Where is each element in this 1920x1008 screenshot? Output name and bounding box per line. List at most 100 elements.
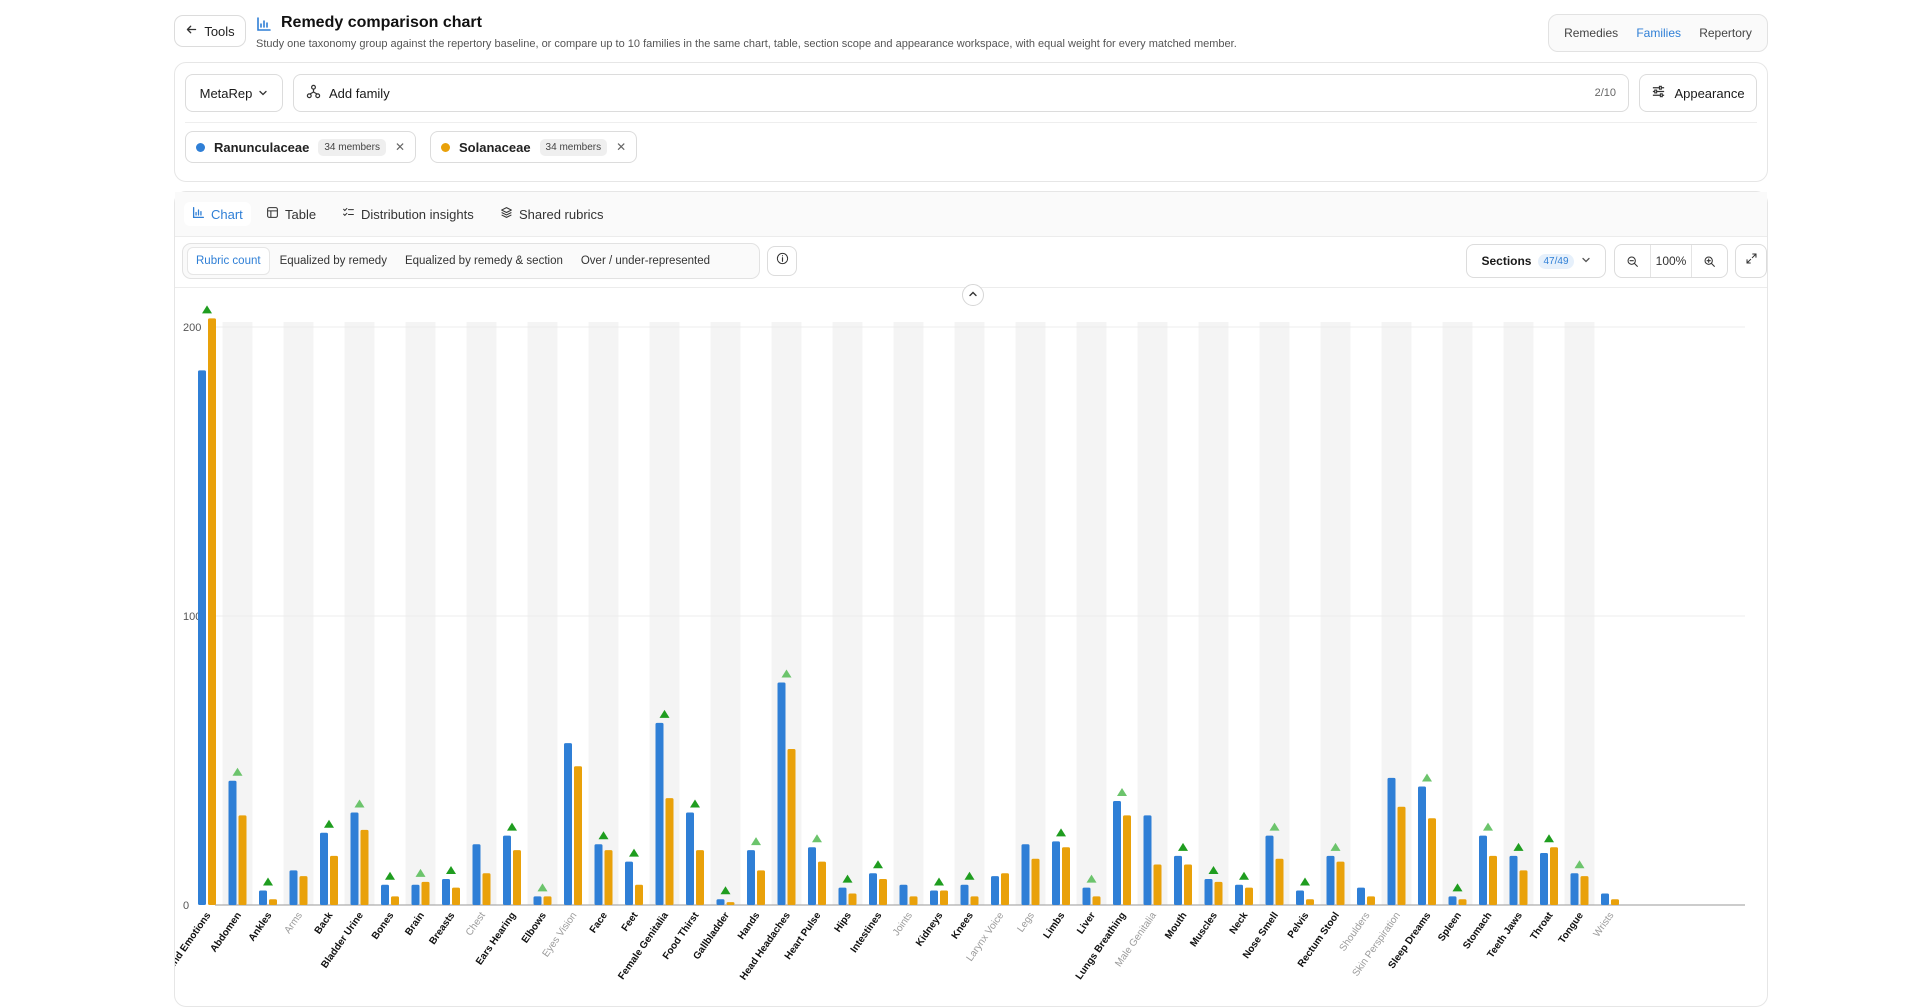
bar-solanaceae: [726, 902, 735, 905]
bar-solanaceae: [1001, 873, 1009, 905]
bar-ranunculaceae: [747, 850, 755, 905]
tab-distribution-insights[interactable]: Distribution insights: [342, 202, 474, 226]
bar-ranunculaceae: [716, 899, 725, 905]
table-icon: [266, 206, 279, 222]
bar-ranunculaceae: [1265, 835, 1274, 905]
x-category-label: Knees: [950, 910, 976, 941]
collapse-controls-button[interactable]: [962, 284, 984, 306]
tab-shared-rubrics-label: Shared rubrics: [519, 206, 604, 222]
bar-ranunculaceae: [411, 884, 420, 905]
expand-icon: [1745, 252, 1758, 270]
over-represented-marker: [1422, 773, 1432, 782]
tab-repertory[interactable]: Repertory: [1699, 26, 1752, 40]
sections-dropdown[interactable]: Sections 47/49: [1466, 244, 1606, 278]
metric-equalized-by-remedy[interactable]: Equalized by remedy: [279, 255, 387, 267]
bar-ranunculaceae: [1021, 844, 1030, 905]
x-category-label: Elbows: [520, 910, 549, 945]
tab-chart[interactable]: Chart: [184, 202, 251, 226]
bar-solanaceae: [1153, 864, 1162, 905]
category-band: [710, 322, 741, 905]
series-color-dot: [196, 142, 205, 152]
chevron-up-icon: [968, 286, 978, 304]
bar-ranunculaceae: [1296, 890, 1304, 905]
chevron-down-icon: [1581, 254, 1591, 268]
list-check-icon: [342, 206, 355, 222]
bar-solanaceae: [696, 850, 704, 905]
back-label: Tools: [204, 23, 235, 39]
tab-remedies[interactable]: Remedies: [1564, 26, 1619, 40]
metric-rubric-count[interactable]: Rubric count: [187, 247, 270, 275]
tab-table[interactable]: Table: [266, 202, 316, 226]
x-category-label: Spleen: [1436, 910, 1464, 943]
bar-solanaceae: [1275, 858, 1284, 905]
over-represented-marker: [232, 767, 243, 776]
bar-solanaceae: [1245, 887, 1253, 905]
x-category-label: Wrists: [1592, 910, 1617, 939]
bar-solanaceae: [1306, 899, 1314, 905]
bar-ranunculaceae: [1174, 855, 1182, 905]
remove-family-icon[interactable]: ✕: [616, 140, 627, 154]
bar-solanaceae: [299, 876, 308, 905]
family-count: 2/10: [1594, 87, 1616, 99]
family-chip-solanaceae[interactable]: Solanaceae 34 members ✕: [430, 131, 638, 163]
bar-solanaceae: [1458, 899, 1467, 905]
bar-ranunculaceae: [320, 832, 328, 905]
metric-equalized-by-remedy-section[interactable]: Equalized by remedy & section: [404, 255, 563, 267]
back-to-tools-button[interactable]: Tools: [174, 15, 246, 47]
over-represented-marker: [354, 799, 365, 808]
bar-solanaceae: [757, 870, 765, 905]
x-category-label: Arms: [283, 910, 305, 935]
view-tabs-bar: [175, 192, 1767, 237]
appearance-button[interactable]: Appearance: [1639, 74, 1757, 112]
bar-solanaceae: [1031, 858, 1040, 905]
page-title: Remedy comparison chart: [281, 14, 482, 31]
family-tree-icon: [306, 84, 321, 102]
x-category-label: Legs: [1016, 910, 1037, 934]
x-category-label: Kidneys: [914, 910, 946, 949]
panel-divider: [185, 122, 1757, 123]
bar-ranunculaceae: [930, 890, 938, 905]
bar-solanaceae: [421, 881, 430, 905]
bar-solanaceae: [1184, 864, 1192, 905]
bar-solanaceae: [543, 896, 552, 905]
over-represented-marker: [1086, 874, 1097, 883]
bar-ranunculaceae: [259, 890, 267, 905]
tab-shared-rubrics[interactable]: Shared rubrics: [500, 202, 604, 226]
bar-solanaceae: [1092, 896, 1101, 905]
info-button[interactable]: [767, 246, 797, 276]
x-category-label: Muscles: [1188, 910, 1220, 949]
bar-ranunculaceae: [564, 743, 572, 905]
x-category-label: Intestines: [849, 910, 885, 955]
tab-families[interactable]: Families: [1636, 26, 1681, 40]
x-category-label: Limbs: [1042, 910, 1068, 941]
bar-ranunculaceae: [1326, 855, 1335, 905]
x-category-label: Feet: [620, 910, 641, 934]
bar-ranunculaceae: [1601, 893, 1609, 905]
member-count-badge: 34 members: [318, 138, 386, 156]
bar-ranunculaceae: [625, 861, 633, 905]
over-represented-marker: [659, 709, 670, 718]
chevron-down-icon: [258, 86, 268, 101]
category-band: [466, 322, 497, 905]
bar-ranunculaceae: [1387, 777, 1396, 905]
sections-label: Sections: [1481, 254, 1532, 268]
repertory-select[interactable]: MetaRep: [185, 74, 283, 112]
fullscreen-button[interactable]: [1735, 244, 1767, 278]
zoom-out-button[interactable]: [1615, 245, 1649, 277]
bar-solanaceae: [269, 899, 277, 905]
bar-solanaceae: [1367, 896, 1375, 905]
x-category-label: Hands: [736, 910, 763, 942]
metric-over-under-represented[interactable]: Over / under-represented: [580, 255, 710, 267]
zoom-in-button[interactable]: [1693, 245, 1727, 277]
add-family-input[interactable]: Add family 2/10: [293, 74, 1629, 112]
bar-solanaceae: [665, 798, 674, 905]
y-tick-label: 200: [183, 322, 201, 334]
family-chip-ranunculaceae[interactable]: Ranunculaceae 34 members ✕: [185, 131, 417, 163]
remove-family-icon[interactable]: ✕: [394, 140, 406, 154]
bar-solanaceae: [1336, 861, 1345, 905]
bar-ranunculaceae: [1357, 887, 1365, 905]
over-represented-marker: [812, 834, 822, 843]
bar-solanaceae: [360, 829, 369, 905]
over-represented-marker: [842, 874, 853, 883]
category-band: [1503, 322, 1534, 905]
